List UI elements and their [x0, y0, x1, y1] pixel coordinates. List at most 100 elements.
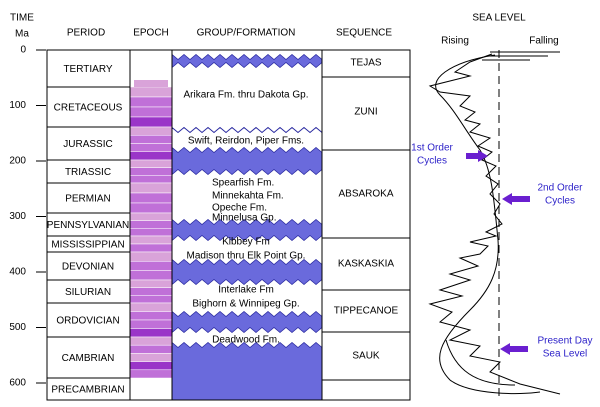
- period-label: JURASSIC: [63, 139, 112, 150]
- falling-label: Falling: [529, 36, 558, 47]
- epoch-block: [129, 202, 173, 214]
- epoch-block: [129, 270, 173, 281]
- time-tick-label: 0: [20, 45, 26, 56]
- epoch-block: [129, 135, 173, 144]
- epoch-block: [129, 319, 173, 329]
- epoch-block: [129, 96, 173, 108]
- formation-header: GROUP/FORMATION: [197, 28, 296, 39]
- period-label: TRIASSIC: [65, 167, 111, 178]
- epoch-block: [129, 369, 173, 379]
- formation-label: Kibbey Fm: [222, 237, 270, 248]
- formation-label: Arikara Fm. thru Dakota Gp.: [183, 90, 308, 101]
- epoch-block: [129, 353, 173, 362]
- formation-label: Bighorn & Winnipeg Gp.: [192, 299, 299, 310]
- hiatus-band: [171, 258, 323, 286]
- first-order-curve: [435, 54, 541, 395]
- top-lines: [482, 51, 560, 61]
- tertiary-epoch-mark: [134, 80, 168, 87]
- epoch-block: [129, 143, 173, 152]
- period-label: CRETACEOUS: [54, 103, 123, 114]
- sequence-cell: [321, 379, 411, 401]
- sequence-label: ZUNI: [354, 107, 377, 118]
- formation-label: Opeche Fm.: [212, 203, 267, 214]
- epoch-block: [129, 167, 173, 176]
- arrow-first-order: [466, 150, 488, 162]
- period-label: SILURIAN: [65, 287, 111, 298]
- epoch-block: [129, 311, 173, 321]
- ma-header: Ma: [15, 29, 29, 40]
- hiatus-band: [171, 341, 323, 401]
- hiatus-band: [171, 310, 323, 334]
- sequence-label: ABSAROKA: [338, 189, 393, 200]
- annotation: 1st Order: [411, 143, 453, 154]
- time-header: TIME: [10, 13, 34, 24]
- formation-label: Spearfish Fm.: [212, 178, 274, 189]
- second-order-curve: [428, 53, 561, 395]
- epoch-block: [129, 261, 173, 271]
- annotation: Cycles: [545, 196, 575, 207]
- period-label: PRECAMBRIAN: [51, 385, 124, 396]
- arrow-second-order: [502, 193, 530, 205]
- hiatus-band: [171, 53, 323, 69]
- epoch-block: [129, 243, 173, 253]
- formation-label: Minnelusa Gp.: [212, 213, 276, 224]
- epoch-block: [129, 151, 173, 161]
- epoch-block: [129, 295, 173, 304]
- time-tick-label: 100: [9, 100, 26, 111]
- annotation: Sea Level: [543, 349, 587, 360]
- epoch-block: [129, 86, 173, 98]
- sequence-label: KASKASKIA: [338, 259, 394, 270]
- period-label: CAMBRIAN: [62, 353, 115, 364]
- period-label: PERMIAN: [65, 194, 111, 205]
- time-tick-label: 400: [9, 267, 26, 278]
- formation-label: Madison thru Elk Point Gp.: [187, 251, 306, 262]
- sequence-label: TEJAS: [350, 58, 381, 69]
- headers: TIME Ma PERIOD EPOCH GROUP/FORMATION SEQ…: [10, 13, 559, 47]
- epoch-block: [129, 106, 173, 118]
- period-label: TERTIARY: [63, 64, 112, 75]
- epoch-block: [129, 279, 173, 288]
- epoch-header: EPOCH: [133, 28, 169, 39]
- formation-label: Swift, Reirdon, Piper Fms.: [188, 136, 304, 147]
- period-label: MISSISSIPPIAN: [51, 240, 124, 251]
- epoch-block: [129, 251, 173, 262]
- epoch-block: [129, 159, 173, 168]
- epoch-block: [129, 302, 173, 312]
- period-label: PENNSYLVANIAN: [47, 220, 129, 231]
- annotation: Cycles: [417, 156, 447, 167]
- epoch-block: [129, 344, 173, 354]
- period-label: DEVONIAN: [62, 262, 114, 273]
- period-header: PERIOD: [67, 28, 105, 39]
- rising-label: Rising: [441, 36, 469, 47]
- time-tick-label: 200: [9, 156, 26, 167]
- unconformity: [171, 126, 323, 134]
- epoch-block: [129, 228, 173, 237]
- time-tick-label: 500: [9, 322, 26, 333]
- sea-level-header: SEA LEVEL: [472, 13, 526, 24]
- period-label: ORDOVICIAN: [56, 316, 119, 327]
- sequence-label: SAUK: [352, 351, 380, 362]
- epoch-block: [129, 336, 173, 346]
- formation-label: Deadwood Fm.: [212, 335, 280, 346]
- annotation: 2nd Order: [537, 183, 583, 194]
- arrow-present-day: [500, 343, 528, 355]
- epoch-block: [129, 182, 173, 194]
- epoch-block: [129, 192, 173, 204]
- formation-label: Minnekahta Fm.: [212, 191, 284, 202]
- sequence-header: SEQUENCE: [336, 28, 392, 39]
- epoch-block: [129, 116, 173, 128]
- epoch-block: [129, 175, 173, 184]
- formation-label: Interlake Fm: [218, 285, 274, 296]
- third-curve: [445, 339, 516, 386]
- epoch-block: [129, 212, 173, 221]
- epoch-block: [129, 220, 173, 229]
- epoch-block: [129, 287, 173, 296]
- hiatus-band: [171, 146, 323, 176]
- time-tick-label: 600: [9, 378, 26, 389]
- sequence-label: TIPPECANOE: [334, 306, 399, 317]
- epoch-block: [129, 235, 173, 245]
- epoch-block: [129, 361, 173, 371]
- epoch-block: [129, 126, 173, 136]
- annotation: Present Day: [537, 336, 592, 347]
